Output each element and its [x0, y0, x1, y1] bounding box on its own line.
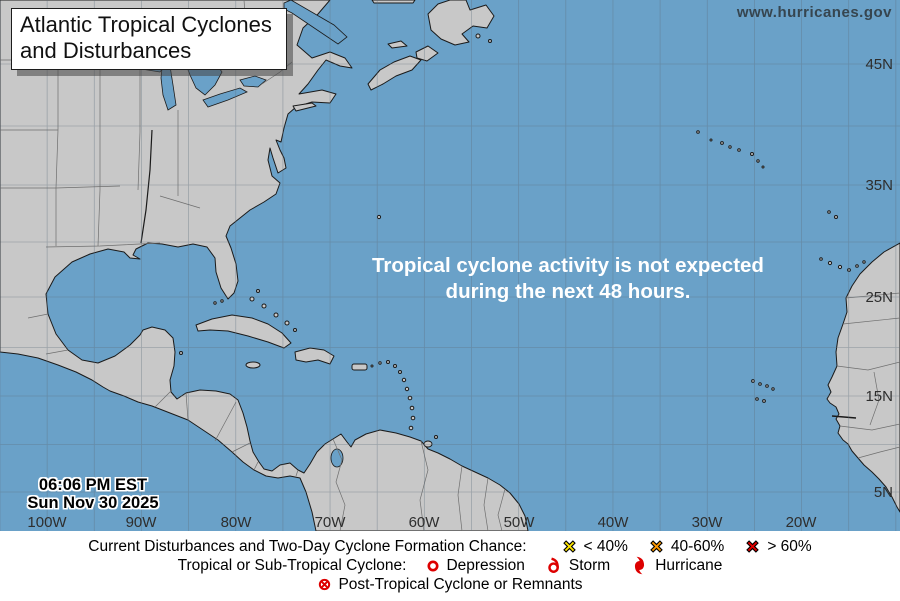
bahamas	[249, 289, 297, 332]
gambia-river	[831, 415, 857, 419]
newfoundland-islets	[475, 33, 492, 43]
post-tropical-label: Post-Tropical Cyclone or Remnants	[338, 575, 583, 593]
lon-label: 80W	[221, 514, 253, 531]
cape-verde-islands	[751, 379, 775, 403]
americas-landmass	[0, 0, 529, 531]
storm-label: Storm	[568, 556, 611, 574]
outlook-message: Tropical cyclone activity is not expecte…	[333, 253, 803, 305]
legend-posttropical-row: Post-Tropical Cyclone or Remnants	[317, 575, 583, 594]
issuance-time: 06:06 PM EST	[38, 476, 148, 494]
storm-item: Storm	[545, 557, 610, 575]
lon-label: 90W	[126, 514, 158, 531]
hurricane-icon	[630, 556, 649, 575]
x-medium-chance-icon	[648, 538, 665, 555]
chance-low-label: < 40%	[583, 537, 628, 555]
lon-label: 60W	[409, 514, 441, 531]
nova-scotia	[367, 55, 422, 91]
mississippi-river	[140, 129, 153, 244]
jamaica	[245, 361, 261, 369]
chance-low-item: < 40%	[561, 538, 628, 556]
cyclone-type-label: Tropical or Sub-Tropical Cyclone:	[177, 556, 407, 574]
landmasses	[0, 0, 900, 531]
tropical-storm-icon	[545, 556, 563, 575]
newfoundland-island	[427, 0, 495, 46]
long-island	[292, 102, 317, 112]
map-area: 45N 35N 25N 15N 5N 100W 90W 80W 70W 60W …	[0, 0, 900, 531]
legend-cyclone-row: Tropical or Sub-Tropical Cyclone: Depres…	[177, 556, 722, 575]
x-high-chance-icon	[744, 538, 761, 555]
chance-high-label: > 60%	[767, 537, 812, 555]
quebec-shore	[371, 0, 416, 4]
depression-label: Depression	[446, 556, 525, 574]
africa-landmass	[826, 242, 900, 513]
lon-label: 70W	[315, 514, 347, 531]
lon-label: 100W	[27, 514, 67, 531]
legend-formation-row: Current Disturbances and Two-Day Cyclone…	[88, 537, 811, 556]
coordinate-labels: 45N 35N 25N 15N 5N 100W 90W 80W 70W 60W …	[27, 56, 893, 531]
lake-erie	[202, 87, 248, 108]
hurricane-label: Hurricane	[655, 556, 723, 574]
chance-high-item: > 60%	[744, 537, 812, 556]
lake-ontario	[239, 75, 267, 88]
lon-label: 40W	[598, 514, 630, 531]
azores	[696, 130, 765, 169]
lon-label: 20W	[786, 514, 818, 531]
lon-label: 50W	[504, 514, 536, 531]
issuance-date: Sun Nov 30 2025	[27, 494, 159, 512]
hispaniola	[294, 347, 335, 365]
post-tropical-item: Post-Tropical Cyclone or Remnants	[317, 575, 583, 594]
lat-label: 25N	[865, 289, 893, 306]
hurricane-item: Hurricane	[630, 556, 722, 575]
bermuda	[376, 214, 382, 220]
depression-item: Depression	[426, 556, 525, 575]
lat-label: 45N	[865, 56, 893, 73]
legend: Current Disturbances and Two-Day Cyclone…	[0, 531, 900, 601]
outlook-message-line2: during the next 48 hours.	[445, 280, 691, 303]
canary-islands	[819, 257, 866, 272]
post-tropical-icon	[317, 577, 332, 592]
lat-label: 35N	[865, 177, 893, 194]
depression-icon	[426, 559, 440, 573]
issuance-timestamp: 06:06 PM EST Sun Nov 30 2025	[18, 476, 168, 512]
map-title: Atlantic Tropical Cyclones and Disturban…	[11, 8, 287, 70]
madeira	[827, 210, 838, 219]
website-label: www.hurricanes.gov	[736, 4, 892, 21]
formation-chance-label: Current Disturbances and Two-Day Cyclone…	[88, 537, 527, 555]
chance-medium-label: 40-60%	[670, 537, 725, 555]
lesser-antilles	[370, 360, 438, 448]
puerto-rico	[351, 363, 368, 371]
cape-breton	[415, 45, 439, 62]
cuba	[195, 314, 292, 349]
chance-medium-item: 40-60%	[648, 538, 724, 556]
outlook-message-line1: Tropical cyclone activity is not expecte…	[372, 254, 764, 277]
prince-edward-island	[387, 40, 408, 49]
lon-label: 30W	[692, 514, 724, 531]
florida-keys	[179, 299, 224, 355]
x-low-chance-icon	[561, 538, 578, 555]
lat-label: 15N	[865, 388, 893, 405]
lat-label: 5N	[874, 484, 893, 501]
atlantic-map: 45N 35N 25N 15N 5N 100W 90W 80W 70W 60W …	[0, 0, 900, 531]
